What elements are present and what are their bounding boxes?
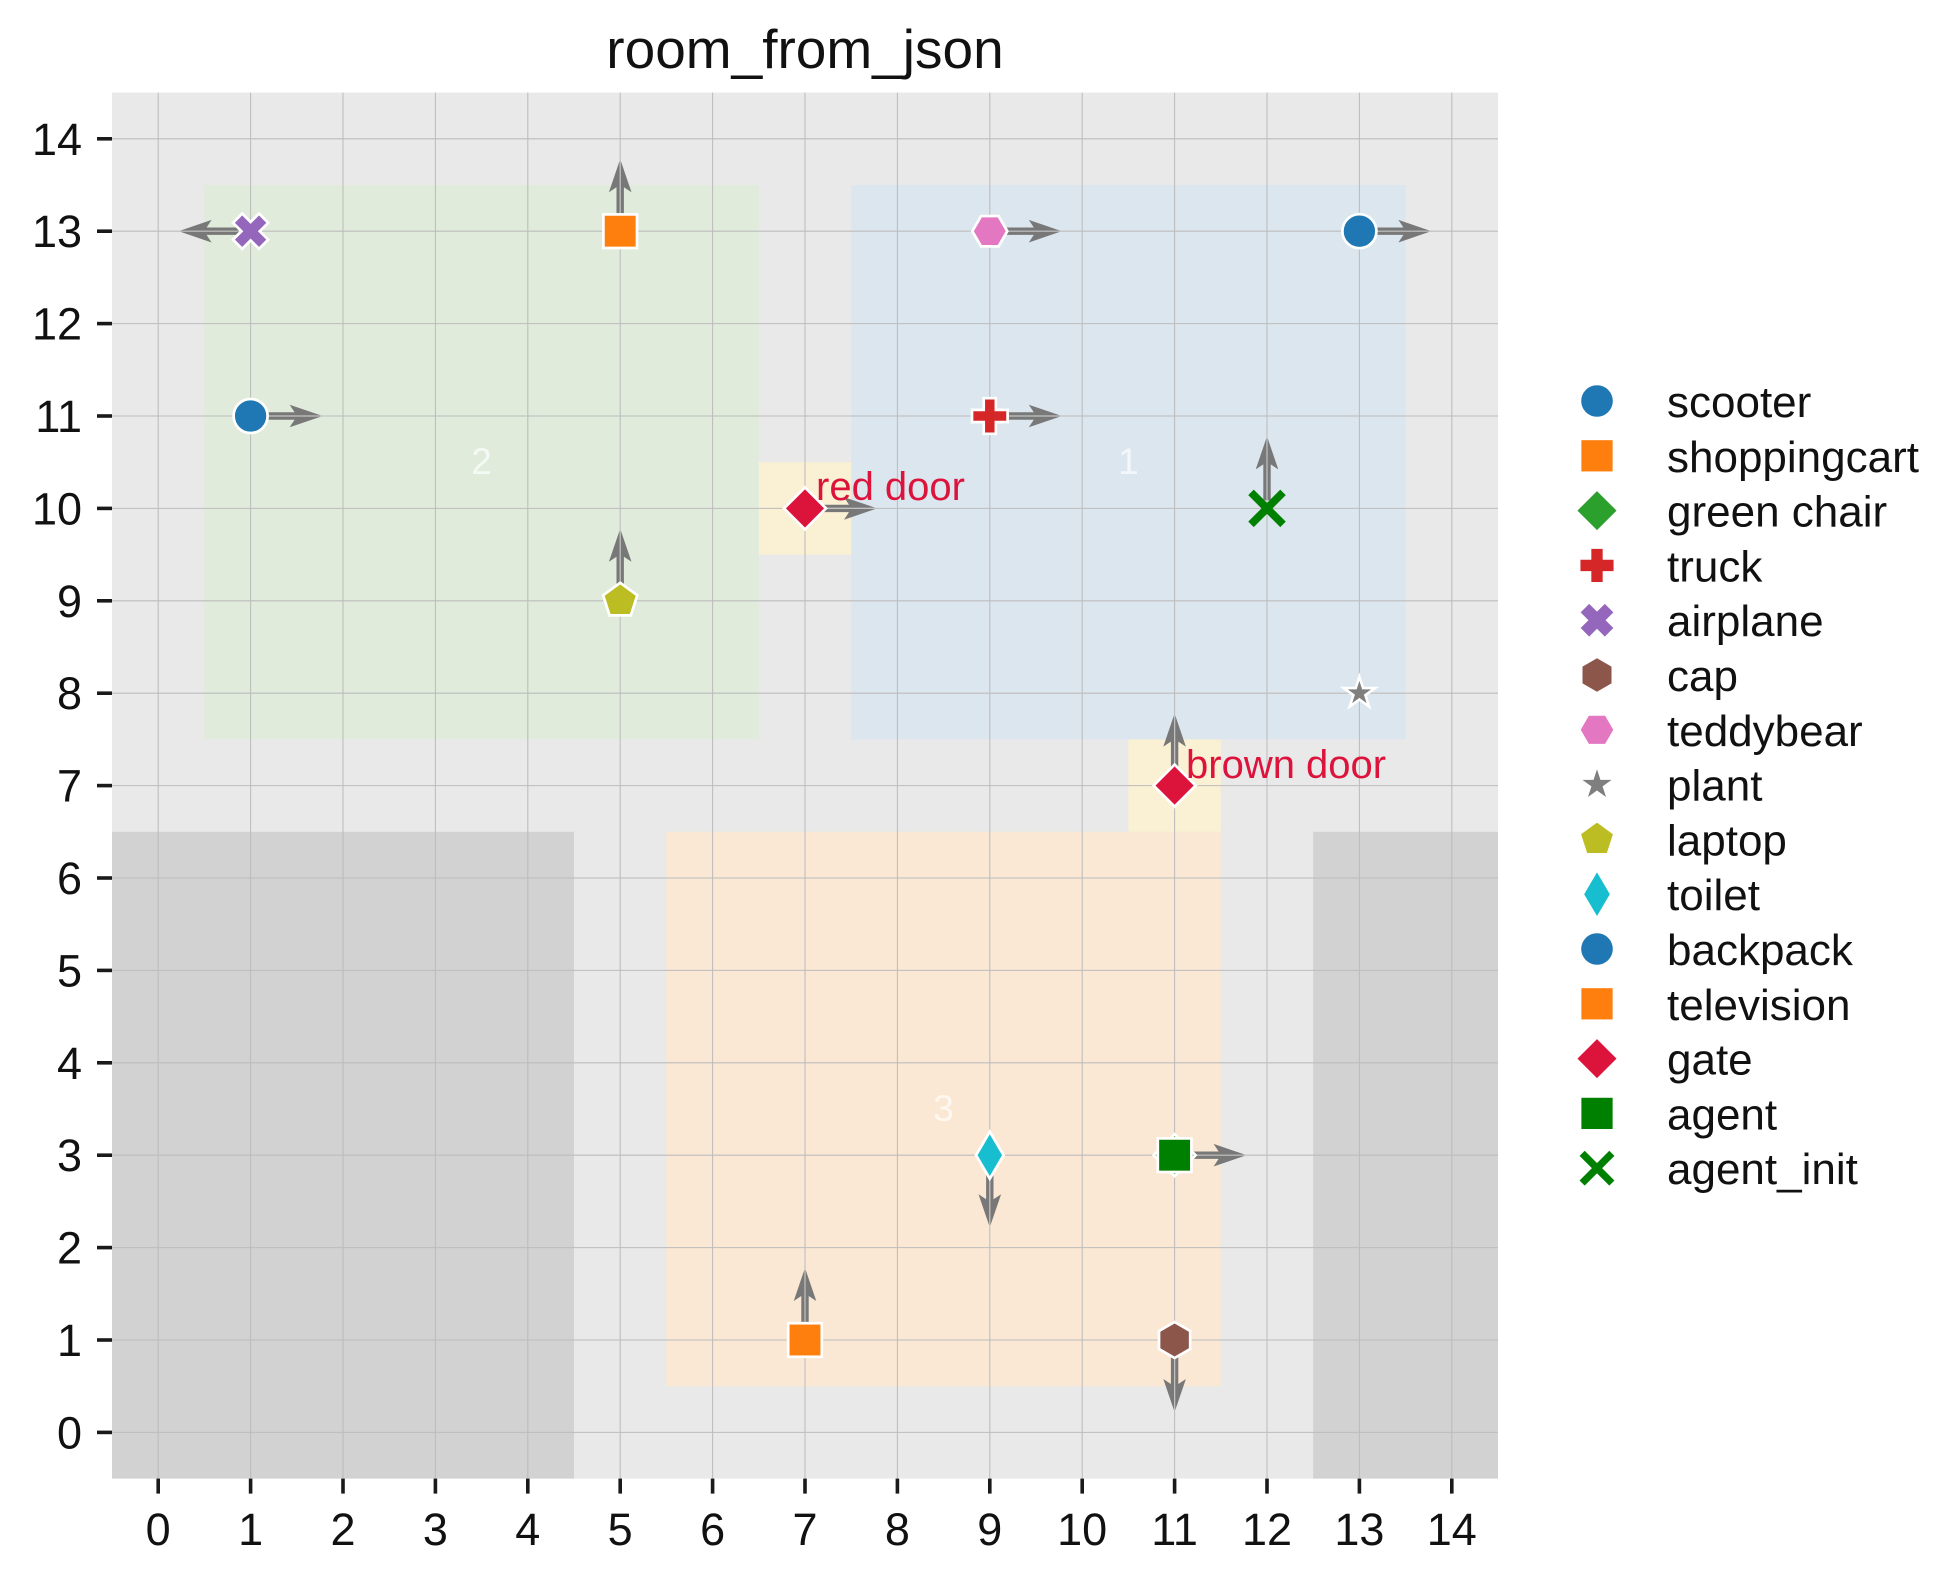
svg-text:room_from_json: room_from_json — [606, 18, 1003, 80]
svg-text:12: 12 — [32, 299, 82, 350]
svg-text:11: 11 — [35, 391, 82, 442]
svg-text:2: 2 — [330, 1504, 355, 1555]
svg-text:scooter: scooter — [1667, 378, 1811, 427]
svg-text:airplane: airplane — [1667, 597, 1824, 646]
svg-text:shoppingcart: shoppingcart — [1667, 433, 1919, 482]
svg-text:4: 4 — [57, 1038, 82, 1089]
svg-text:television: television — [1667, 981, 1850, 1030]
svg-text:5: 5 — [608, 1504, 633, 1555]
svg-text:14: 14 — [32, 114, 82, 165]
svg-text:red door: red door — [816, 465, 965, 509]
svg-text:8: 8 — [57, 668, 82, 719]
svg-text:teddybear: teddybear — [1667, 707, 1863, 756]
svg-text:4: 4 — [515, 1504, 540, 1555]
svg-text:1: 1 — [1118, 441, 1139, 482]
svg-text:3: 3 — [423, 1504, 448, 1555]
svg-text:7: 7 — [792, 1504, 817, 1555]
svg-text:truck: truck — [1667, 542, 1763, 591]
svg-text:7: 7 — [57, 761, 82, 812]
svg-text:brown door: brown door — [1186, 743, 1386, 787]
svg-text:green chair: green chair — [1667, 488, 1887, 537]
svg-text:10: 10 — [1057, 1504, 1107, 1555]
svg-text:11: 11 — [1151, 1504, 1198, 1555]
svg-text:14: 14 — [1427, 1504, 1477, 1555]
svg-text:9: 9 — [977, 1504, 1002, 1555]
svg-text:1: 1 — [57, 1315, 82, 1366]
svg-text:9: 9 — [57, 576, 82, 627]
svg-text:6: 6 — [700, 1504, 725, 1555]
svg-text:agent: agent — [1667, 1090, 1777, 1139]
svg-text:13: 13 — [32, 206, 82, 257]
svg-text:agent_init: agent_init — [1667, 1145, 1858, 1194]
svg-text:6: 6 — [57, 853, 82, 904]
svg-text:plant: plant — [1667, 762, 1762, 811]
svg-text:1: 1 — [238, 1504, 263, 1555]
svg-text:10: 10 — [32, 483, 82, 534]
svg-text:toilet: toilet — [1667, 871, 1760, 920]
svg-text:12: 12 — [1242, 1504, 1292, 1555]
svg-text:gate: gate — [1667, 1036, 1753, 1085]
svg-text:2: 2 — [57, 1223, 82, 1274]
svg-text:laptop: laptop — [1667, 816, 1787, 865]
svg-text:2: 2 — [471, 441, 492, 482]
svg-text:3: 3 — [57, 1130, 82, 1181]
svg-text:13: 13 — [1334, 1504, 1384, 1555]
svg-text:backpack: backpack — [1667, 926, 1854, 975]
svg-text:8: 8 — [885, 1504, 910, 1555]
svg-text:5: 5 — [57, 945, 82, 996]
svg-text:3: 3 — [933, 1088, 954, 1129]
svg-text:cap: cap — [1667, 652, 1738, 701]
svg-text:0: 0 — [146, 1504, 171, 1555]
svg-text:0: 0 — [57, 1407, 82, 1458]
